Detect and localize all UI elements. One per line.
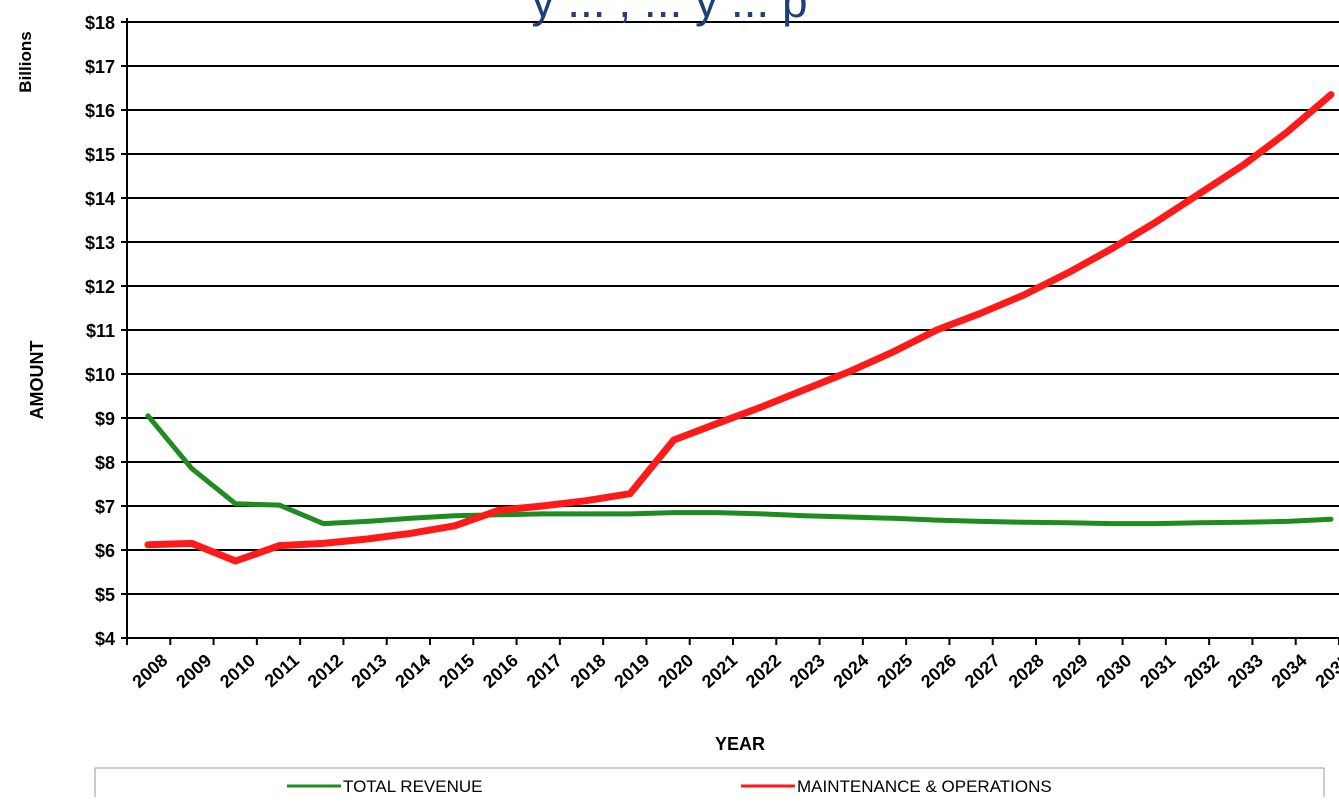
x-tick-label: 2018	[567, 650, 610, 692]
x-tick-label: 2017	[523, 650, 566, 692]
x-tick-label: 2019	[610, 650, 653, 692]
x-tick-label: 2034	[1268, 650, 1311, 692]
x-tick-label: 2027	[961, 650, 1004, 692]
x-tick-label: 2021	[698, 650, 741, 692]
x-tick-label: 2015	[435, 650, 478, 692]
y-tick-label: $15	[85, 145, 115, 165]
x-tick-label: 2009	[172, 650, 215, 692]
series-line-total-revenue	[145, 413, 1334, 527]
page-title: y ... , ... y ... p	[531, 0, 808, 27]
y-axis-title: AMOUNT	[27, 341, 47, 420]
series-line-maintenance-operations	[144, 91, 1335, 565]
x-tick-label: 2026	[917, 650, 960, 692]
y-tick-label: $17	[85, 57, 115, 77]
y-tick-label: $10	[85, 365, 115, 385]
x-tick-label: 2008	[128, 650, 171, 692]
x-tick-label: 2010	[216, 650, 259, 692]
legend-label: TOTAL REVENUE	[343, 777, 483, 796]
y-tick-label: $4	[95, 629, 115, 649]
x-tick-label: 2022	[742, 650, 785, 692]
x-tick-label: 2011	[261, 650, 303, 691]
y-unit-label: Billions	[16, 31, 35, 92]
legend-label: MAINTENANCE & OPERATIONS	[797, 777, 1052, 796]
y-tick-label: $16	[85, 101, 115, 121]
x-tick-label: 2014	[391, 650, 434, 692]
y-tick-label: $14	[85, 189, 115, 209]
y-tick-label: $9	[95, 409, 115, 429]
x-tick-label: 2023	[786, 650, 829, 692]
y-tick-label: $5	[95, 585, 115, 605]
x-tick-label: 2032	[1180, 650, 1223, 692]
y-tick-label: $13	[85, 233, 115, 253]
x-tick-label: 2013	[347, 650, 390, 692]
x-tick-label: 2033	[1224, 650, 1267, 692]
x-tick-label: 2012	[304, 650, 347, 692]
x-tick-label: 2016	[479, 650, 522, 692]
x-tick-label: 2024	[829, 650, 872, 692]
x-tick-label: 2035	[1311, 650, 1339, 692]
y-tick-label: $12	[85, 277, 115, 297]
x-tick-label: 2029	[1048, 650, 1091, 692]
y-tick-label: $8	[95, 453, 115, 473]
y-tick-label: $6	[95, 541, 115, 561]
x-tick-label: 2020	[654, 650, 697, 692]
y-tick-label: $7	[95, 497, 115, 517]
x-tick-label: 2030	[1092, 650, 1135, 692]
x-tick-label: 2028	[1005, 650, 1048, 692]
y-tick-label: $11	[86, 321, 115, 341]
x-tick-label: 2031	[1136, 650, 1179, 692]
y-tick-label: $18	[85, 13, 115, 33]
x-tick-label: 2025	[873, 650, 916, 692]
legend-box	[94, 767, 1325, 802]
x-axis-title: YEAR	[715, 734, 765, 754]
